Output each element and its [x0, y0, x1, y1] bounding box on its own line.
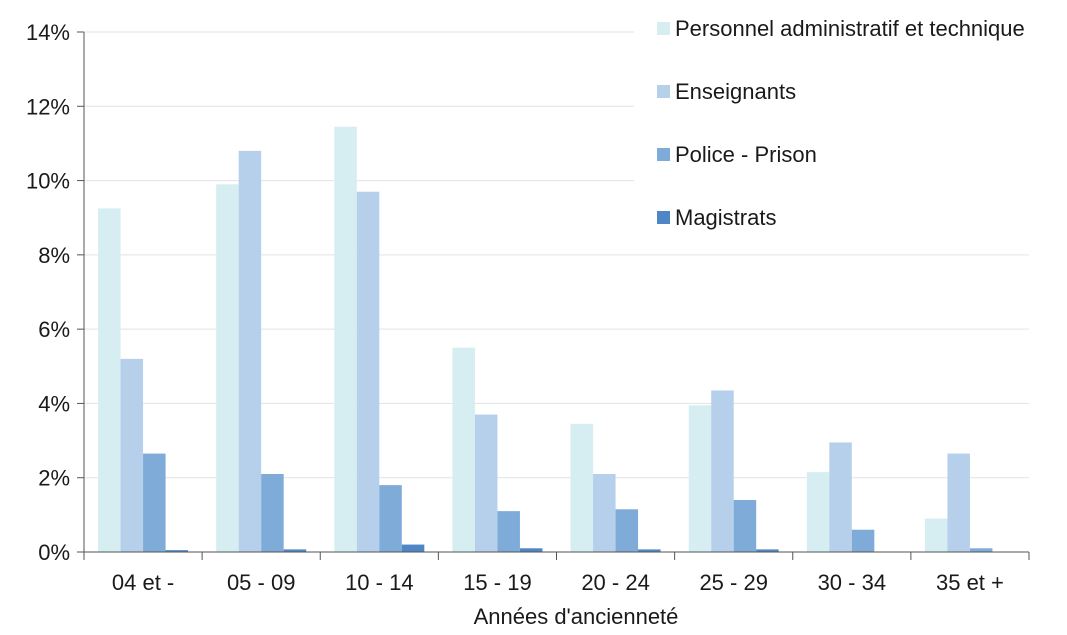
bar — [283, 549, 307, 552]
x-tick-label: 15 - 19 — [463, 570, 532, 595]
bar — [474, 414, 498, 552]
bar — [615, 509, 639, 552]
bar — [829, 442, 852, 552]
bar — [851, 529, 875, 552]
legend-entry: Police - Prison — [675, 142, 817, 167]
bar — [497, 511, 520, 552]
legend-background — [634, 6, 1064, 250]
x-tick-label: 20 - 24 — [581, 570, 650, 595]
bar — [711, 390, 734, 552]
x-tick-label: 35 et + — [936, 570, 1004, 595]
bar — [593, 474, 616, 552]
y-tick-labels: 0% 2% 4% 6% 8% 10% 12% 14% — [26, 20, 70, 565]
x-tick-label: 25 - 29 — [699, 570, 768, 595]
legend-swatch — [657, 211, 670, 224]
x-tick-label: 05 - 09 — [227, 570, 296, 595]
bar — [452, 347, 475, 552]
y-tick-label: 2% — [38, 466, 70, 491]
bar — [756, 549, 779, 552]
y-tick-label: 12% — [26, 94, 70, 119]
bar — [688, 405, 712, 552]
y-tick-label: 0% — [38, 540, 70, 565]
bar — [638, 549, 661, 552]
bar — [806, 472, 830, 552]
bar — [120, 358, 144, 552]
axes — [77, 31, 1030, 560]
y-tick-label: 10% — [26, 169, 70, 194]
bar — [733, 500, 757, 552]
bar — [334, 126, 357, 552]
x-tick-label: 10 - 14 — [345, 570, 414, 595]
bar — [519, 548, 543, 552]
bar — [924, 518, 948, 552]
bar — [98, 208, 121, 552]
bar — [165, 550, 189, 552]
y-tick-label: 4% — [38, 391, 70, 416]
bar — [401, 544, 425, 552]
bar — [969, 548, 993, 552]
bar — [570, 423, 594, 552]
bar — [947, 453, 970, 552]
x-tick-label: 04 et - — [112, 570, 174, 595]
bar — [238, 150, 262, 552]
bar — [379, 485, 402, 552]
bar — [356, 191, 380, 552]
y-tick-label: 8% — [38, 243, 70, 268]
y-tick-label: 14% — [26, 20, 70, 45]
x-tick-label: 30 - 34 — [818, 570, 887, 595]
legend: Personnel administratif et technique Ense… — [634, 6, 1064, 250]
legend-swatch — [657, 148, 670, 161]
x-tick-labels: 04 et - 05 - 09 10 - 14 15 - 19 20 - 24 25 - … — [112, 570, 1004, 595]
legend-swatch — [657, 22, 670, 35]
legend-entry: Magistrats — [675, 205, 776, 230]
legend-swatch — [657, 85, 670, 98]
y-tick-label: 6% — [38, 317, 70, 342]
bar — [216, 184, 239, 553]
bar — [143, 453, 166, 552]
bars — [98, 126, 993, 553]
legend-entry: Enseignants — [675, 79, 796, 104]
legend-entry: Personnel administratif et technique — [675, 16, 1025, 41]
bar — [261, 474, 284, 552]
x-axis-label: Années d'ancienneté — [474, 604, 679, 629]
